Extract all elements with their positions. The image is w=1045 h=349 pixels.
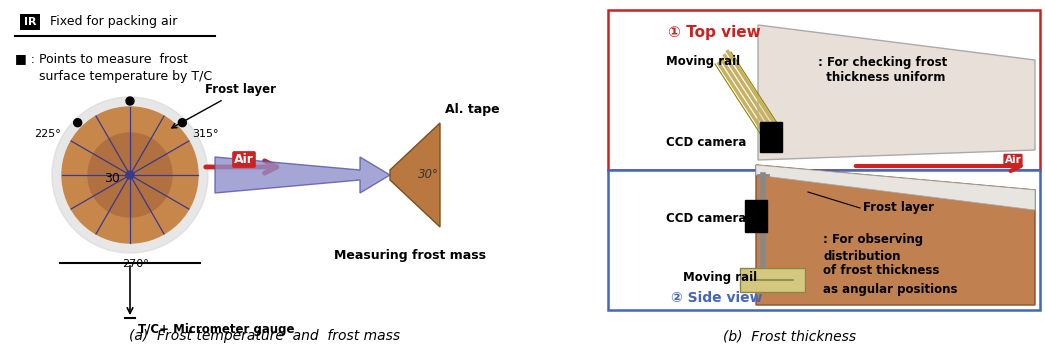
Polygon shape [756,165,1035,210]
Text: (a)  Frost temperature  and  frost mass: (a) Frost temperature and frost mass [130,329,400,343]
Text: IR: IR [24,17,37,27]
Bar [760,122,782,152]
Text: Air: Air [234,153,254,166]
Bar [608,10,1040,170]
Polygon shape [215,157,390,193]
Polygon shape [390,123,440,227]
Text: Moving rail: Moving rail [683,272,758,284]
Text: ■ : Points to measure  frost: ■ : Points to measure frost [15,52,188,65]
Text: Fixed for packing air: Fixed for packing air [50,15,178,29]
Bar [608,170,1040,310]
Text: surface temperature by T/C: surface temperature by T/C [15,70,212,83]
Text: CCD camera: CCD camera [666,211,746,224]
Polygon shape [756,165,1035,305]
Circle shape [52,97,208,253]
Text: (b)  Frost thickness: (b) Frost thickness [723,329,857,343]
Circle shape [88,133,172,217]
Text: ① Top view: ① Top view [668,24,761,39]
Text: 225°: 225° [34,129,62,139]
Text: 30°: 30° [418,169,439,181]
Text: Measuring frost mass: Measuring frost mass [334,248,486,261]
Bar [740,268,805,292]
Text: 315°: 315° [192,129,218,139]
Circle shape [179,119,186,127]
Text: 30: 30 [104,171,120,185]
Text: Al. tape: Al. tape [445,104,500,117]
Text: ② Side view: ② Side view [671,291,763,305]
Text: of frost thickness
as angular positions: of frost thickness as angular positions [823,265,957,296]
Text: : For checking frost
  thickness uniform: : For checking frost thickness uniform [818,56,947,84]
Text: : For observing
distribution: : For observing distribution [823,232,923,263]
Text: Frost layer: Frost layer [171,83,276,128]
Bar [745,200,767,232]
Text: Moving rail: Moving rail [666,55,740,68]
Text: 270°: 270° [122,259,148,269]
Circle shape [126,171,134,179]
Text: CCD camera: CCD camera [666,136,746,149]
Circle shape [74,119,82,127]
Text: Air: Air [1004,155,1021,165]
Circle shape [62,107,198,243]
Text: T/C+ Micrometer gauge: T/C+ Micrometer gauge [138,323,295,336]
Circle shape [126,97,134,105]
Text: Frost layer: Frost layer [863,201,934,215]
Polygon shape [758,25,1035,160]
